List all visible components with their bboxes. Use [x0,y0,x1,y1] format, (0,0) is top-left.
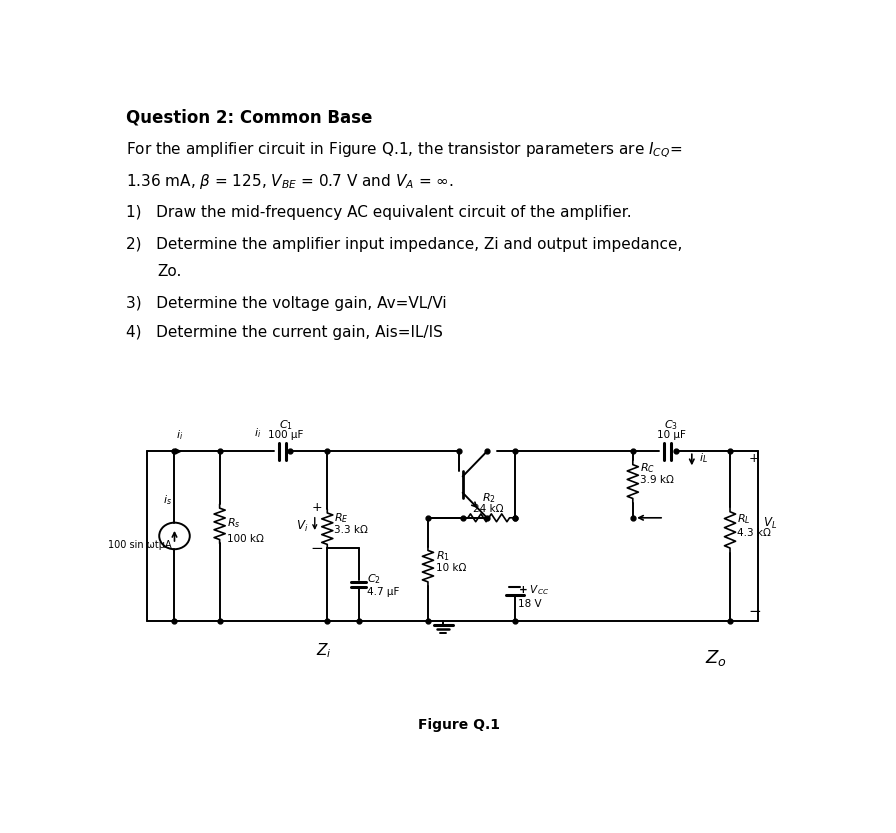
Text: Figure Q.1: Figure Q.1 [418,718,500,732]
Text: 100 μF: 100 μF [268,431,303,441]
Text: 10 μF: 10 μF [657,431,685,441]
Text: $Z_i$: $Z_i$ [316,641,332,661]
Text: $i_i$: $i_i$ [254,426,262,441]
Text: 10 kΩ: 10 kΩ [436,563,467,573]
Text: $R_1$: $R_1$ [436,549,451,563]
Text: $i_L$: $i_L$ [699,451,708,466]
Text: For the amplifier circuit in Figure Q.1, the transistor parameters are $I_{CQ}$=: For the amplifier circuit in Figure Q.1,… [125,141,682,160]
Text: 4.7 μF: 4.7 μF [366,586,400,596]
Text: $R_L$: $R_L$ [737,512,751,526]
Text: 1)   Draw the mid-frequency AC equivalent circuit of the amplifier.: 1) Draw the mid-frequency AC equivalent … [125,205,632,220]
Text: $R_E$: $R_E$ [334,511,349,525]
Text: +: + [749,452,760,465]
Text: −: − [748,604,761,619]
Text: $i_s$: $i_s$ [163,493,172,507]
Text: 24 kΩ: 24 kΩ [473,504,504,514]
Text: 4)   Determine the current gain, Ais=IL/IS: 4) Determine the current gain, Ais=IL/IS [125,325,443,340]
Text: $V_L$: $V_L$ [763,516,778,531]
Text: $R_s$: $R_s$ [227,516,240,530]
Text: 100 sin ωtμA: 100 sin ωtμA [108,540,172,550]
Text: $i_i$: $i_i$ [176,428,183,442]
Text: −: − [311,541,323,556]
Text: $C_3$: $C_3$ [664,418,678,432]
Text: Question 2: Common Base: Question 2: Common Base [125,108,372,127]
Text: $V_i$: $V_i$ [296,519,308,535]
Text: $C_2$: $C_2$ [366,572,381,586]
Text: 4.3 kΩ: 4.3 kΩ [737,528,771,538]
Text: 3)   Determine the voltage gain, Av=VL/Vi: 3) Determine the voltage gain, Av=VL/Vi [125,296,446,311]
Text: $\bf{+}$ $V_{CC}$: $\bf{+}$ $V_{CC}$ [518,583,549,596]
Text: 2)   Determine the amplifier input impedance, Zi and output impedance,: 2) Determine the amplifier input impedan… [125,237,682,252]
Text: +: + [312,501,323,514]
Text: $R_2$: $R_2$ [482,491,495,505]
Text: Zo.: Zo. [157,264,182,279]
Text: $Z_o$: $Z_o$ [705,648,727,668]
Text: 100 kΩ: 100 kΩ [227,534,263,544]
Text: $C_1$: $C_1$ [279,418,293,432]
Text: $R_C$: $R_C$ [640,461,655,475]
Text: 18 V: 18 V [518,599,542,609]
Text: 3.3 kΩ: 3.3 kΩ [334,525,368,535]
Text: 3.9 kΩ: 3.9 kΩ [640,475,674,485]
Text: 1.36 mA, $\beta$ = 125, $V_{BE}$ = 0.7 V and $V_A$ = $\infty$.: 1.36 mA, $\beta$ = 125, $V_{BE}$ = 0.7 V… [125,172,453,192]
